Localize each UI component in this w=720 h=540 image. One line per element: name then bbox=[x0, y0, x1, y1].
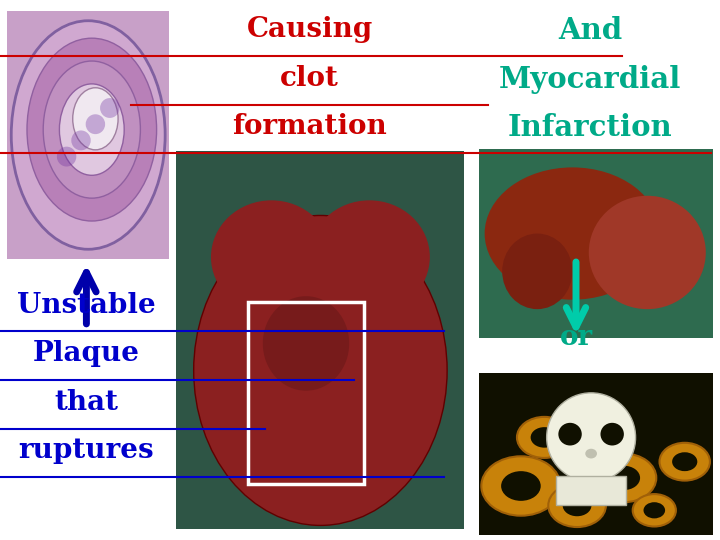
Circle shape bbox=[633, 494, 676, 526]
Circle shape bbox=[563, 495, 592, 516]
Circle shape bbox=[549, 484, 606, 527]
Ellipse shape bbox=[559, 423, 582, 445]
Ellipse shape bbox=[211, 200, 332, 314]
Text: or: or bbox=[559, 324, 593, 351]
Ellipse shape bbox=[589, 195, 706, 309]
Circle shape bbox=[660, 443, 710, 481]
Text: Plaque: Plaque bbox=[33, 340, 140, 367]
Circle shape bbox=[531, 427, 558, 448]
Ellipse shape bbox=[43, 61, 140, 198]
Text: Unstable: Unstable bbox=[17, 292, 156, 319]
Text: Causing: Causing bbox=[246, 16, 373, 43]
Circle shape bbox=[501, 471, 541, 501]
Circle shape bbox=[608, 465, 640, 490]
Text: Infarction: Infarction bbox=[508, 113, 672, 143]
Ellipse shape bbox=[600, 423, 624, 445]
Ellipse shape bbox=[546, 393, 636, 482]
Ellipse shape bbox=[12, 21, 165, 249]
Ellipse shape bbox=[194, 215, 447, 525]
Text: ruptures: ruptures bbox=[19, 437, 154, 464]
Circle shape bbox=[592, 454, 657, 502]
Text: clot: clot bbox=[280, 65, 339, 92]
Circle shape bbox=[517, 417, 572, 458]
Text: Myocardial: Myocardial bbox=[499, 65, 682, 94]
Ellipse shape bbox=[86, 114, 105, 134]
Ellipse shape bbox=[263, 296, 349, 391]
Bar bbox=[7, 11, 169, 259]
Circle shape bbox=[644, 502, 665, 518]
Text: that: that bbox=[55, 389, 118, 416]
Ellipse shape bbox=[27, 38, 157, 221]
Text: And: And bbox=[558, 16, 623, 45]
Ellipse shape bbox=[585, 449, 597, 458]
Ellipse shape bbox=[57, 147, 76, 166]
Bar bbox=[248, 302, 364, 484]
Bar bbox=[479, 373, 713, 535]
Circle shape bbox=[672, 452, 698, 471]
Ellipse shape bbox=[71, 131, 91, 150]
Ellipse shape bbox=[59, 84, 125, 176]
Bar bbox=[479, 148, 713, 338]
Ellipse shape bbox=[100, 98, 120, 118]
Text: formation: formation bbox=[233, 113, 387, 140]
Ellipse shape bbox=[485, 167, 660, 300]
Circle shape bbox=[482, 456, 561, 516]
Bar bbox=[176, 151, 464, 529]
Ellipse shape bbox=[73, 87, 118, 150]
Ellipse shape bbox=[503, 233, 572, 309]
Ellipse shape bbox=[309, 200, 430, 314]
Bar bbox=[556, 476, 626, 505]
